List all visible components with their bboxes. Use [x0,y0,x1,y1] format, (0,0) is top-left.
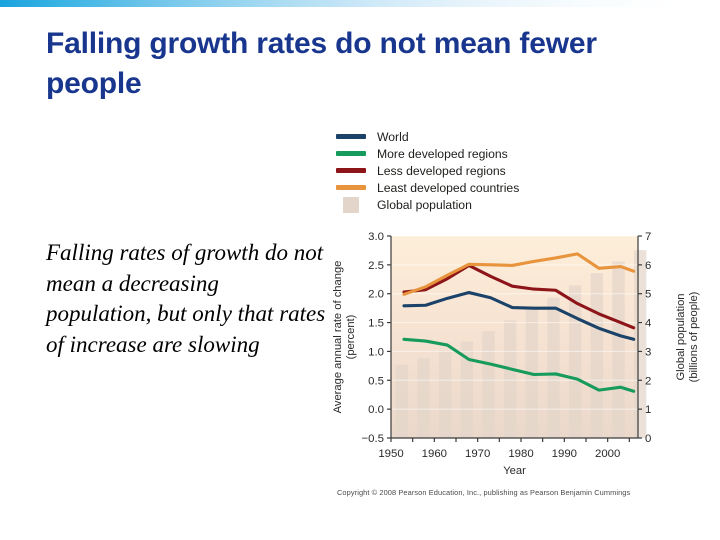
legend-item-more-developed-regions: More developed regions [333,145,573,162]
top-accent-bar [0,0,720,7]
legend-key-global-population [343,196,359,213]
svg-text:0.5: 0.5 [368,375,384,387]
legend-key-more-developed-regions [336,151,366,156]
svg-text:Global population: Global population [675,293,687,380]
svg-text:1970: 1970 [465,448,490,460]
legend-label-global-population: Global population [377,197,472,212]
svg-text:1.5: 1.5 [368,318,384,330]
svg-text:3.0: 3.0 [368,231,384,243]
svg-text:1980: 1980 [508,448,533,460]
figure-credit: Copyright © 2008 Pearson Education, Inc.… [337,488,631,497]
svg-text:(billions of people): (billions of people) [688,291,700,382]
svg-text:3: 3 [645,346,651,358]
svg-text:Average annual rate of change: Average annual rate of change [332,261,344,414]
chart-legend: World More developed regions Less develo… [333,128,573,213]
svg-text:2.5: 2.5 [368,260,384,272]
legend-item-global-population: Global population [333,196,573,213]
svg-text:1960: 1960 [422,448,447,460]
chart-gridlines [391,235,638,410]
legend-key-least-developed-countries [336,185,366,190]
line-chart: −0.5 0.0 0.5 1.0 1.5 2.0 2.5 3.0 0 1 2 3 4 5 6 7 1950 196… [325,228,710,478]
legend-item-least-developed-countries: Least developed countries [333,179,573,196]
svg-text:2: 2 [645,375,651,387]
legend-key-world [336,134,366,139]
legend-item-world: World [333,128,573,145]
svg-text:(percent): (percent) [345,314,357,359]
svg-text:0.0: 0.0 [368,404,384,416]
chart-axes: −0.5 0.0 0.5 1.0 1.5 2.0 2.5 3.0 0 1 2 3 4 5 6 7 1950 196… [332,231,700,477]
svg-text:1990: 1990 [552,448,577,460]
svg-text:2.0: 2.0 [368,289,384,301]
figure-container: World More developed regions Less develo… [325,124,710,499]
legend-label-more-developed-regions: More developed regions [377,146,508,161]
svg-text:4: 4 [645,318,651,330]
legend-label-less-developed-regions: Less developed regions [377,163,506,178]
svg-text:1.0: 1.0 [368,346,384,358]
svg-text:2000: 2000 [595,448,620,460]
chart-svg: −0.5 0.0 0.5 1.0 1.5 2.0 2.5 3.0 0 1 2 3 4 5 6 7 1950 196… [332,231,700,477]
legend-label-world: World [377,129,409,144]
rate-lines [402,252,636,393]
body-paragraph: Falling rates of growth do not mean a de… [46,240,326,357]
svg-text:−0.5: −0.5 [362,433,385,445]
legend-key-less-developed-regions [336,168,366,173]
legend-label-least-developed-countries: Least developed countries [377,180,520,195]
population-bars [395,250,647,438]
svg-text:1: 1 [645,404,651,416]
svg-text:6: 6 [645,260,651,272]
svg-text:0: 0 [645,433,651,445]
legend-item-less-developed-regions: Less developed regions [333,162,573,179]
svg-text:1950: 1950 [378,448,403,460]
svg-text:7: 7 [645,231,651,243]
page-title: Falling growth rates do not mean fewer p… [46,27,597,100]
svg-text:5: 5 [645,289,651,301]
svg-text:Year: Year [503,465,526,477]
